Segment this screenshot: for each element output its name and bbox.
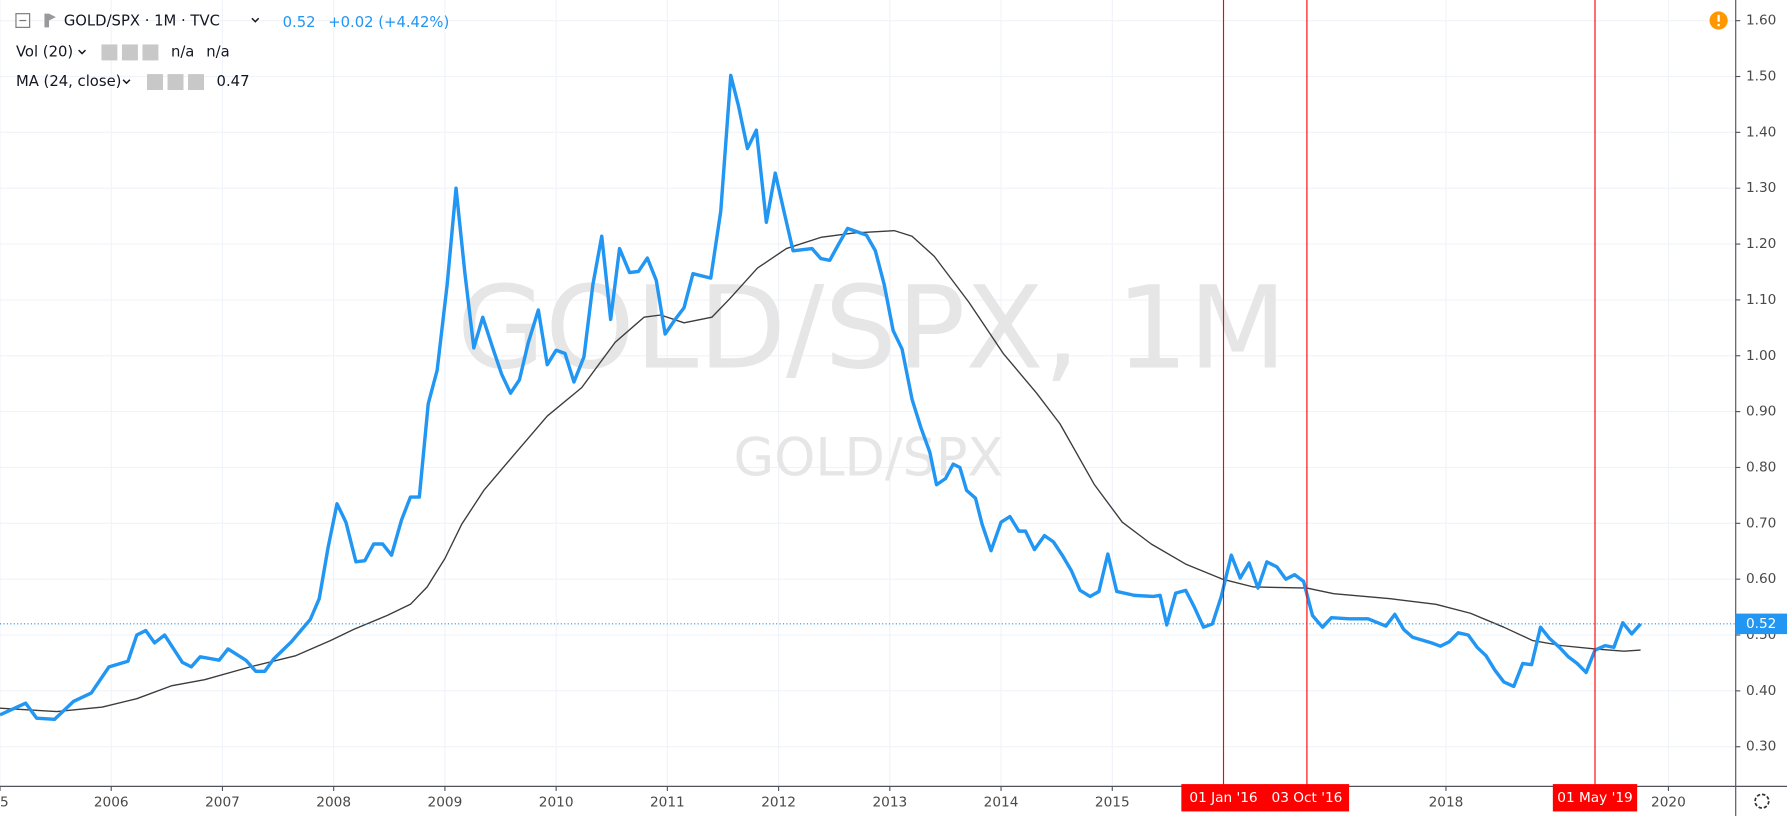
indicator-value: n/a	[171, 43, 194, 60]
last-price-label: 0.52	[1746, 616, 1776, 632]
indicator-value: 0.47	[217, 73, 250, 90]
icon-settings[interactable]	[167, 74, 184, 91]
watermark: GOLD/SPX, 1M	[457, 261, 1287, 394]
chevron[interactable]	[251, 17, 260, 23]
icon-eye[interactable]	[101, 44, 118, 61]
marker-label-box	[1264, 784, 1350, 812]
marker-label: 01 Jan '16	[1189, 790, 1257, 806]
axis-labels: 0.300.400.500.600.700.800.901.001.101.20…	[0, 13, 1787, 812]
last-value: 0.52	[283, 14, 316, 31]
x-tick-label: 2009	[428, 794, 463, 810]
change: +0.02 (+4.42%)	[328, 14, 449, 31]
plot	[0, 0, 1736, 787]
icon-remove[interactable]	[188, 74, 205, 91]
x-tick-label: 2011	[650, 794, 685, 810]
data-line	[0, 229, 1641, 713]
x-tick-label: 2020	[1651, 794, 1686, 810]
flag-icon	[44, 13, 56, 28]
y-tick-label: 1.10	[1746, 292, 1776, 308]
y-tick-label: 1.00	[1746, 348, 1776, 364]
chevron[interactable]	[122, 79, 131, 85]
y-tick-label: 0.40	[1746, 683, 1776, 699]
symbol[interactable]: GOLD/SPX · 1M · TVC	[64, 13, 220, 30]
price-axis	[1735, 0, 1787, 816]
alert-icon-mark	[1717, 14, 1720, 22]
x-tick-label: 2012	[761, 794, 796, 810]
x-tick-label: 2018	[1429, 794, 1464, 810]
x-tick-label: 2007	[205, 794, 240, 810]
marker-label-box	[1552, 784, 1638, 812]
marker-label: 03 Oct '16	[1272, 790, 1343, 806]
x-tick-label: 2014	[984, 794, 1019, 810]
settings-icon[interactable]	[1754, 793, 1770, 809]
x-tick-label: 2015	[1095, 794, 1130, 810]
indicator-name[interactable]: MA (24, close)	[16, 73, 122, 90]
y-tick-label: 0.70	[1746, 515, 1776, 531]
y-tick-label: 1.30	[1746, 180, 1776, 196]
x-tick-label: 05	[0, 794, 9, 810]
y-tick-label: 1.40	[1746, 124, 1776, 140]
y-tick-label: 1.50	[1746, 69, 1776, 85]
indicator-value: n/a	[206, 43, 229, 60]
collapse-icon[interactable]	[15, 13, 31, 28]
watermark-sub: GOLD/SPX	[734, 428, 1004, 489]
x-tick-label: 2008	[316, 794, 351, 810]
x-tick-label: 2013	[872, 794, 907, 810]
icon-settings[interactable]	[121, 44, 138, 61]
indicator-icons[interactable]	[101, 44, 159, 61]
indicator-icons[interactable]	[147, 74, 205, 91]
data-line	[0, 73, 1642, 722]
chevron[interactable]	[78, 49, 87, 55]
y-tick-label: 0.60	[1746, 571, 1776, 587]
y-tick-label: 0.90	[1746, 404, 1776, 420]
alert-icon-dot	[1717, 23, 1720, 27]
indicator-name[interactable]: Vol (20)	[16, 43, 73, 60]
x-tick-label: 2006	[94, 794, 129, 810]
icon-remove[interactable]	[142, 44, 159, 61]
marker-label: 01 May '19	[1557, 790, 1632, 806]
marker-label-box	[1181, 784, 1266, 812]
y-tick-label: 0.80	[1746, 459, 1776, 475]
y-tick-label: 1.20	[1746, 236, 1776, 252]
time-axis	[0, 786, 1787, 816]
last-price-box	[1735, 613, 1787, 635]
x-tick-label: 2010	[539, 794, 574, 810]
grid	[0, 0, 1736, 787]
y-tick-label: 0.30	[1746, 739, 1776, 755]
icon-eye[interactable]	[147, 74, 163, 91]
y-tick-label: 1.60	[1746, 13, 1776, 29]
